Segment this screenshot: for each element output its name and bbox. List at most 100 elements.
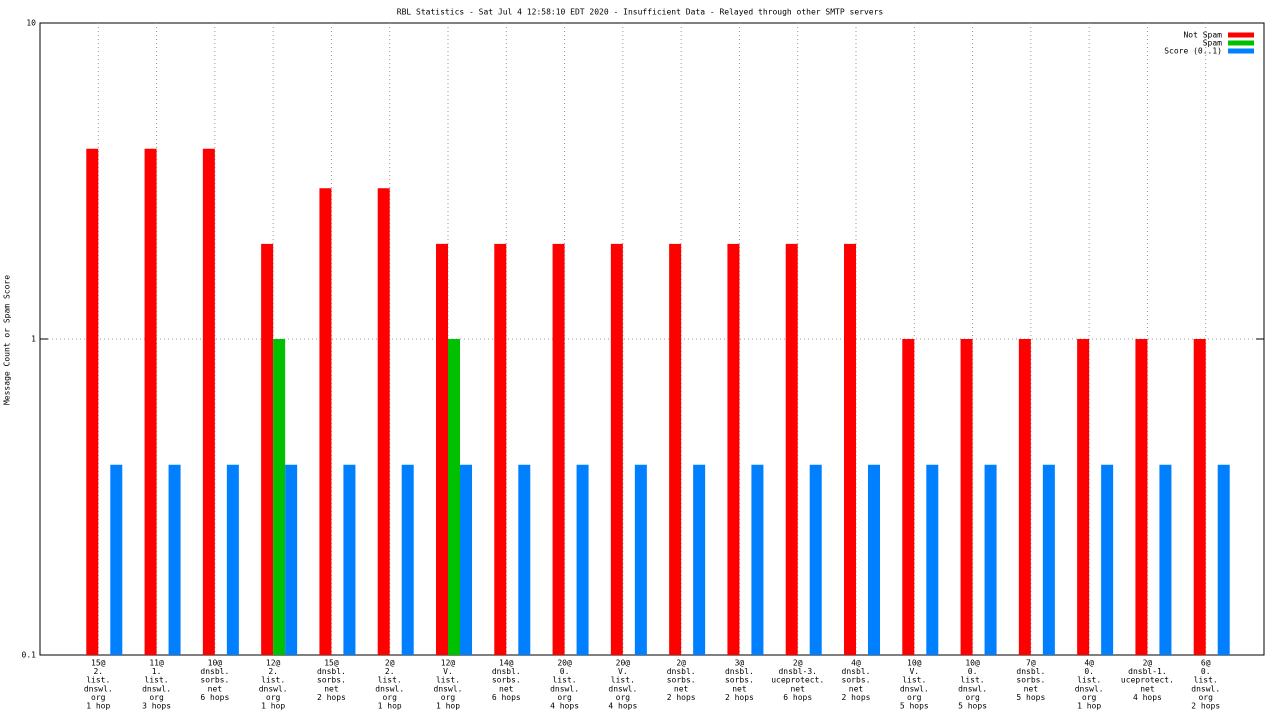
x-tick-label: 4@ [1084, 659, 1094, 668]
x-tick-label: V. [443, 667, 453, 676]
x-tick-label: 6 hops [783, 693, 812, 702]
bar [460, 464, 472, 655]
x-tick-label: 2 hops [1191, 702, 1220, 711]
x-tick-label: org [616, 693, 631, 702]
x-tick-label: dnsbl-3. [778, 667, 817, 676]
x-tick-label: 4 hops [1133, 693, 1162, 702]
x-tick-label: sorbs. [842, 676, 871, 685]
x-tick-label: 4 hops [550, 702, 579, 711]
x-tick-label: 1 hop [86, 702, 110, 711]
x-tick-label: dnsbl. [725, 667, 754, 676]
bar [448, 339, 460, 655]
x-tick-label: dnsbl. [842, 667, 871, 676]
bar [610, 243, 623, 656]
x-tick-label: net [499, 684, 514, 693]
x-tick-label: 2. [93, 667, 103, 676]
bar [285, 464, 298, 655]
bar [902, 339, 915, 655]
bar [984, 464, 997, 655]
bar [1018, 339, 1031, 655]
bar [552, 243, 565, 656]
x-tick-label: 2 hops [667, 693, 696, 702]
x-tick-label: 2@ [1143, 659, 1153, 668]
x-tick-label: dnsbl. [667, 667, 696, 676]
bar [518, 464, 531, 655]
x-tick-label: dnswl. [375, 684, 404, 693]
x-tick-label: dnswl. [259, 684, 288, 693]
x-tick-label: 4@ [851, 659, 861, 668]
x-tick-label: dnswl. [550, 684, 579, 693]
bar [844, 243, 856, 656]
x-tick-label: list. [1194, 676, 1218, 685]
x-tick-label: 4 hops [608, 702, 637, 711]
x-tick-label: org [441, 693, 456, 702]
x-tick-label: 15@ [91, 659, 106, 668]
bar [727, 243, 740, 656]
x-tick-label: 5 hops [958, 702, 987, 711]
legend-label: Score (0..1) [1164, 47, 1222, 56]
x-tick-label: dnsbl. [200, 667, 229, 676]
x-tick-label: org [91, 693, 106, 702]
bar [343, 464, 356, 655]
legend-swatch [1228, 48, 1254, 54]
x-tick-label: sorbs. [667, 676, 696, 685]
x-tick-label: 1 hop [261, 702, 285, 711]
x-tick-label: 6 hops [200, 693, 229, 702]
y-axis-label: Message Count or Spam Score [3, 275, 12, 405]
x-tick-label: net [674, 684, 689, 693]
x-tick-label: sorbs. [200, 676, 229, 685]
x-tick-label: 10@ [208, 659, 223, 668]
x-tick-label: 7@ [1026, 659, 1036, 668]
x-tick-label: 5 hops [1016, 693, 1045, 702]
x-tick-label: org [1198, 693, 1213, 702]
x-tick-label: 20@ [616, 659, 631, 668]
x-tick-label: 2. [268, 667, 278, 676]
x-tick-label: dnswl. [142, 684, 171, 693]
bar [926, 464, 939, 655]
x-tick-label: 2 hops [725, 693, 754, 702]
legend-label: Spam [1203, 39, 1222, 48]
x-tick-label: 20@ [557, 659, 572, 668]
x-tick-label: 0. [1084, 667, 1094, 676]
x-tick-label: 6@ [1201, 659, 1211, 668]
bar [751, 464, 764, 655]
x-tick-label: dnsbl. [1016, 667, 1045, 676]
x-tick-label: net [732, 684, 747, 693]
x-tick-label: dnswl. [900, 684, 929, 693]
bar [1042, 464, 1055, 655]
x-tick-label: sorbs. [317, 676, 346, 685]
x-tick-label: 6 hops [492, 693, 521, 702]
bar [1217, 464, 1230, 655]
legend-swatch [1228, 32, 1254, 38]
x-tick-label: net [849, 684, 864, 693]
x-tick-label: 12@ [266, 659, 281, 668]
x-tick-label: 1. [152, 667, 162, 676]
bar [144, 148, 157, 656]
x-tick-label: 2 hops [317, 693, 346, 702]
x-tick-label: net [1140, 684, 1155, 693]
x-tick-label: org [1082, 693, 1097, 702]
y-tick-label: 1 [31, 335, 36, 344]
x-tick-label: 0. [560, 667, 570, 676]
bar [261, 243, 274, 656]
x-tick-label: org [382, 693, 397, 702]
bar [785, 243, 798, 656]
x-tick-label: list. [553, 676, 577, 685]
x-tick-label: sorbs. [1016, 676, 1045, 685]
x-tick-label: 1 hop [1077, 702, 1101, 711]
x-tick-label: 10@ [965, 659, 980, 668]
x-tick-label: dnswl. [434, 684, 463, 693]
bar [436, 243, 448, 656]
x-tick-label: org [965, 693, 980, 702]
x-tick-label: net [324, 684, 339, 693]
x-tick-label: 1 hop [436, 702, 460, 711]
x-tick-label: 2@ [793, 659, 803, 668]
x-tick-label: sorbs. [725, 676, 754, 685]
x-tick-label: 12@ [441, 659, 456, 668]
x-tick-label: dnswl. [1075, 684, 1104, 693]
x-tick-label: sorbs. [492, 676, 521, 685]
x-tick-label: dnsbl-1. [1128, 667, 1167, 676]
x-tick-label: org [907, 693, 922, 702]
x-tick-label: 3 hops [142, 702, 171, 711]
